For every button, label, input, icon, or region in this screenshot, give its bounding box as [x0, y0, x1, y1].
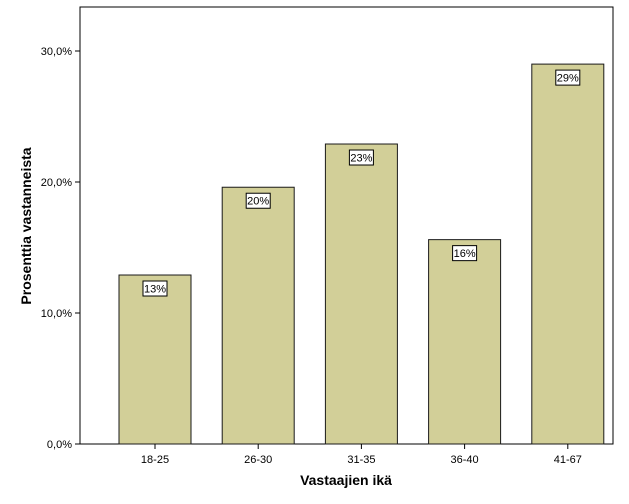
- bars-layer: [118, 63, 605, 445]
- x-tick-label: 31-35: [347, 454, 375, 466]
- bar-26-30: [221, 186, 295, 445]
- x-axis-title: Vastaajien ikä: [300, 472, 392, 488]
- x-tick-label: 36-40: [451, 454, 479, 466]
- y-axis-title: Prosenttia vastanneista: [18, 147, 34, 304]
- data-label-41-67: 29%: [555, 69, 581, 86]
- data-label-18-25: 13%: [142, 280, 168, 297]
- y-tick-label: 30,0%: [41, 46, 72, 58]
- x-tick-label: 18-25: [141, 454, 169, 466]
- bar-31-35: [324, 143, 398, 445]
- data-label-box: [245, 192, 271, 209]
- data-label-text: 13%: [144, 284, 166, 296]
- bar-18-25: [118, 274, 192, 445]
- bar-41-67: [531, 63, 605, 445]
- data-label-36-40: 16%: [452, 245, 478, 262]
- data-label-31-35: 23%: [348, 149, 374, 166]
- data-label-box: [142, 280, 168, 297]
- y-tick-label: 20,0%: [41, 177, 72, 189]
- data-label-box: [452, 245, 478, 262]
- data-label-text: 16%: [454, 248, 476, 260]
- bar-36-40: [428, 239, 502, 445]
- y-tick-label: 10,0%: [41, 308, 72, 320]
- y-tick-label: 0,0%: [47, 439, 72, 451]
- data-label-box: [555, 69, 581, 86]
- data-label-text: 29%: [557, 73, 579, 85]
- x-tick-label: 26-30: [244, 454, 272, 466]
- data-labels-layer: 13% 20% 23% 16% 29%: [142, 69, 581, 297]
- data-label-26-30: 20%: [245, 192, 271, 209]
- x-tick-label: 41-67: [554, 454, 582, 466]
- data-label-box: [348, 149, 374, 166]
- data-label-text: 23%: [350, 153, 372, 165]
- y-axis: 0,0% 10,0% 20,0% 30,0%: [41, 46, 80, 451]
- data-label-text: 20%: [247, 196, 269, 208]
- x-axis: 18-25 26-30 31-35 36-40 41-67: [141, 444, 582, 466]
